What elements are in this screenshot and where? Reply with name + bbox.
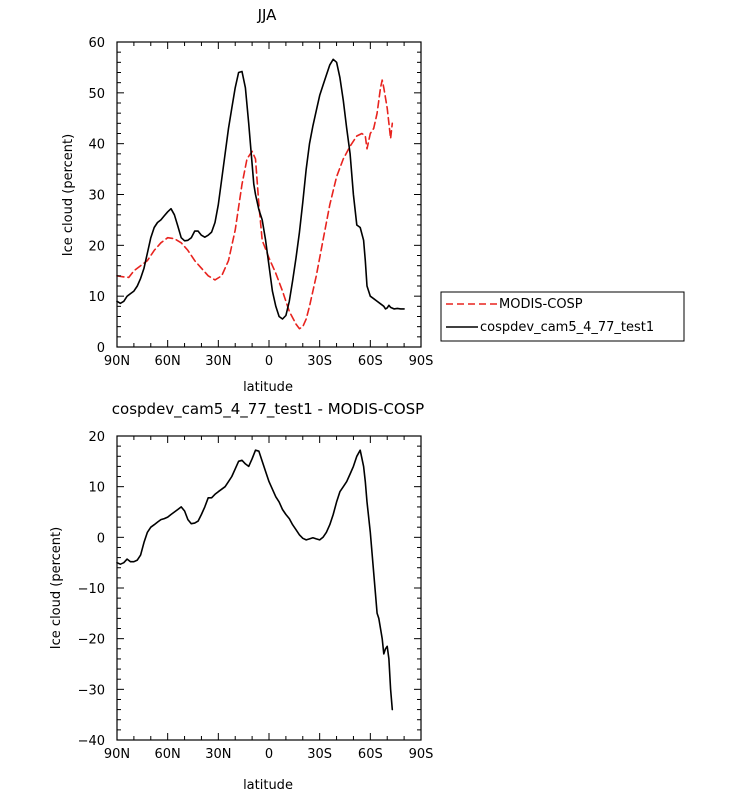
y-tick-label: 10 <box>88 481 105 496</box>
y-tick-label: 20 <box>88 239 105 254</box>
legend-label-cospdev: cospdev_cam5_4_77_test1 <box>480 320 654 335</box>
bottom-chart: cospdev_cam5_4_77_test1 - MODIS-COSP 90N… <box>49 400 433 793</box>
legend: MODIS-COSP cospdev_cam5_4_77_test1 <box>440 291 685 342</box>
series-line-series-0 <box>116 449 394 711</box>
y-tick-label: 20 <box>88 430 105 445</box>
x-tick-label: 0 <box>265 354 273 369</box>
y-tick-label: 60 <box>88 36 105 51</box>
y-tick-label: 0 <box>97 531 105 546</box>
y-tick-label: −10 <box>78 582 105 597</box>
y-tick-label: 0 <box>97 341 105 356</box>
y-axis-label: Ice cloud (percent) <box>49 527 64 649</box>
x-tick-label: 90N <box>104 354 130 369</box>
chart-title: JJA <box>257 6 278 24</box>
x-tick-label: 90N <box>104 747 130 762</box>
top-chart: JJA 90N 60N 30N 0 30S 60S 90S 0 10 20 30 40 50 60 lat… <box>61 6 685 395</box>
x-tick-label: 0 <box>265 747 273 762</box>
x-tick-label: 60S <box>358 354 383 369</box>
y-tick-label: 10 <box>88 290 105 305</box>
series-line-cospdev-cam5-4-77-test1 <box>116 58 405 320</box>
x-tick-label: 90S <box>409 747 434 762</box>
legend-box <box>440 291 685 342</box>
plot-area: 90N 60N 30N 0 30S 60S 90S −40 −30 −20 −10 0 10 20 <box>78 430 434 762</box>
y-tick-label: 40 <box>88 138 105 153</box>
y-tick-label: −40 <box>78 734 105 749</box>
legend-label-modis-cosp: MODIS-COSP <box>499 297 583 312</box>
plot-frame <box>116 41 422 348</box>
chart-title: cospdev_cam5_4_77_test1 - MODIS-COSP <box>112 400 424 419</box>
series-line-modis-cosp <box>116 79 394 330</box>
x-tick-label: 90S <box>409 354 434 369</box>
y-tick-label: 50 <box>88 87 105 102</box>
x-tick-label: 60N <box>155 354 181 369</box>
x-tick-label: 30S <box>307 747 332 762</box>
x-tick-label: 30S <box>307 354 332 369</box>
y-tick-label: −30 <box>78 683 105 698</box>
plot-area: 90N 60N 30N 0 30S 60S 90S 0 10 20 30 40 50 60 <box>88 36 433 369</box>
x-tick-label: 30N <box>205 747 231 762</box>
y-tick-label: 30 <box>88 189 105 204</box>
x-tick-label: 60S <box>358 747 383 762</box>
x-tick-label: 30N <box>205 354 231 369</box>
x-axis-label: latitude <box>243 778 293 793</box>
x-tick-label: 60N <box>155 747 181 762</box>
x-axis-label: latitude <box>243 380 293 395</box>
y-axis-label: Ice cloud (percent) <box>61 134 76 256</box>
y-tick-label: −20 <box>78 633 105 648</box>
